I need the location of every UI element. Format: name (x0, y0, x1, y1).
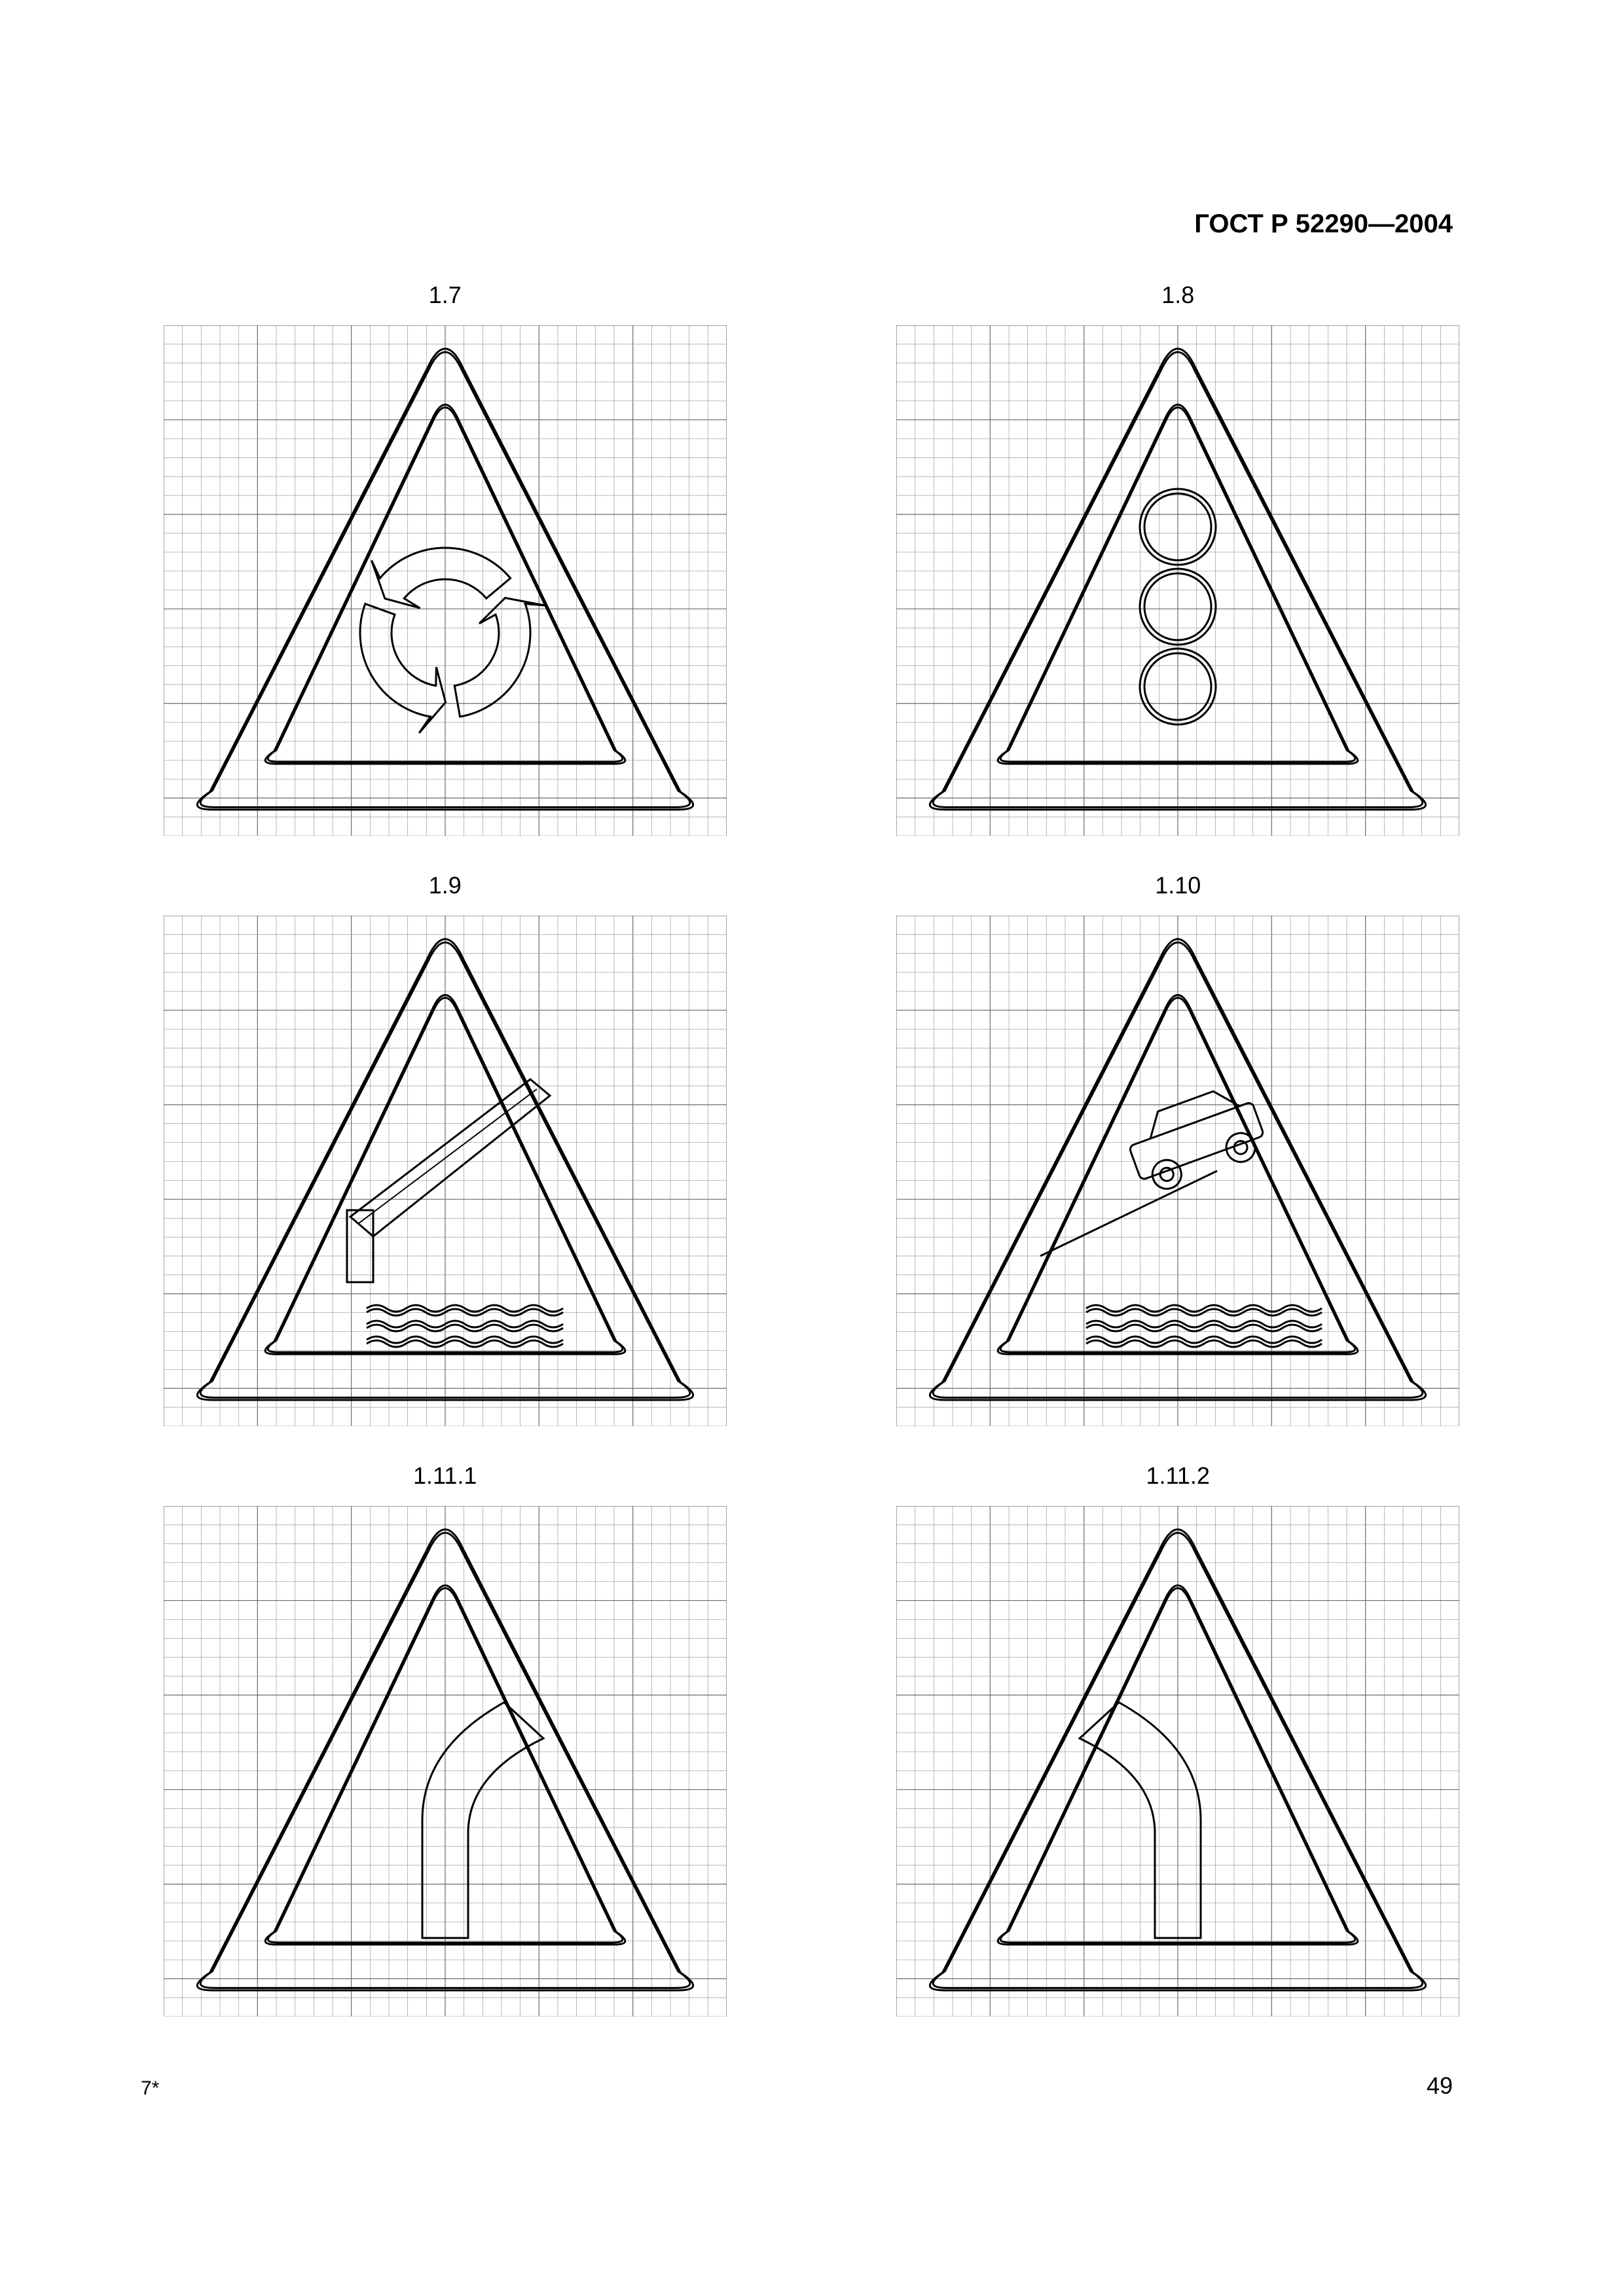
sign-traffic_light-icon (896, 325, 1459, 839)
sign-label: 1.7 (429, 281, 462, 309)
sign-curve_left-icon (896, 1506, 1459, 2020)
sign-block: 1.11.2 (871, 1462, 1486, 2020)
sign-block: 1.9 (137, 872, 753, 1429)
sign-label: 1.9 (429, 872, 462, 899)
sign-curve_right-icon (164, 1506, 727, 2020)
sign-drawbridge-icon (164, 916, 727, 1429)
sign-block: 1.11.1 (137, 1462, 753, 2020)
page-number: 49 (1427, 2072, 1453, 2100)
sign-label: 1.11.2 (1146, 1462, 1210, 1490)
sign-roundabout-icon (164, 325, 727, 839)
signs-grid: 1.7 1.8 1.9 1.10 (137, 281, 1486, 2020)
sign-block: 1.10 (871, 872, 1486, 1429)
sign-block: 1.7 (137, 281, 753, 839)
sign-quayside-icon (896, 916, 1459, 1429)
footer-left: 7* (141, 2077, 159, 2100)
sign-label: 1.8 (1161, 281, 1194, 309)
sign-label: 1.10 (1155, 872, 1201, 899)
sign-block: 1.8 (871, 281, 1486, 839)
document-header: ГОСТ Р 52290—2004 (1194, 209, 1453, 239)
sign-label: 1.11.1 (413, 1462, 477, 1490)
